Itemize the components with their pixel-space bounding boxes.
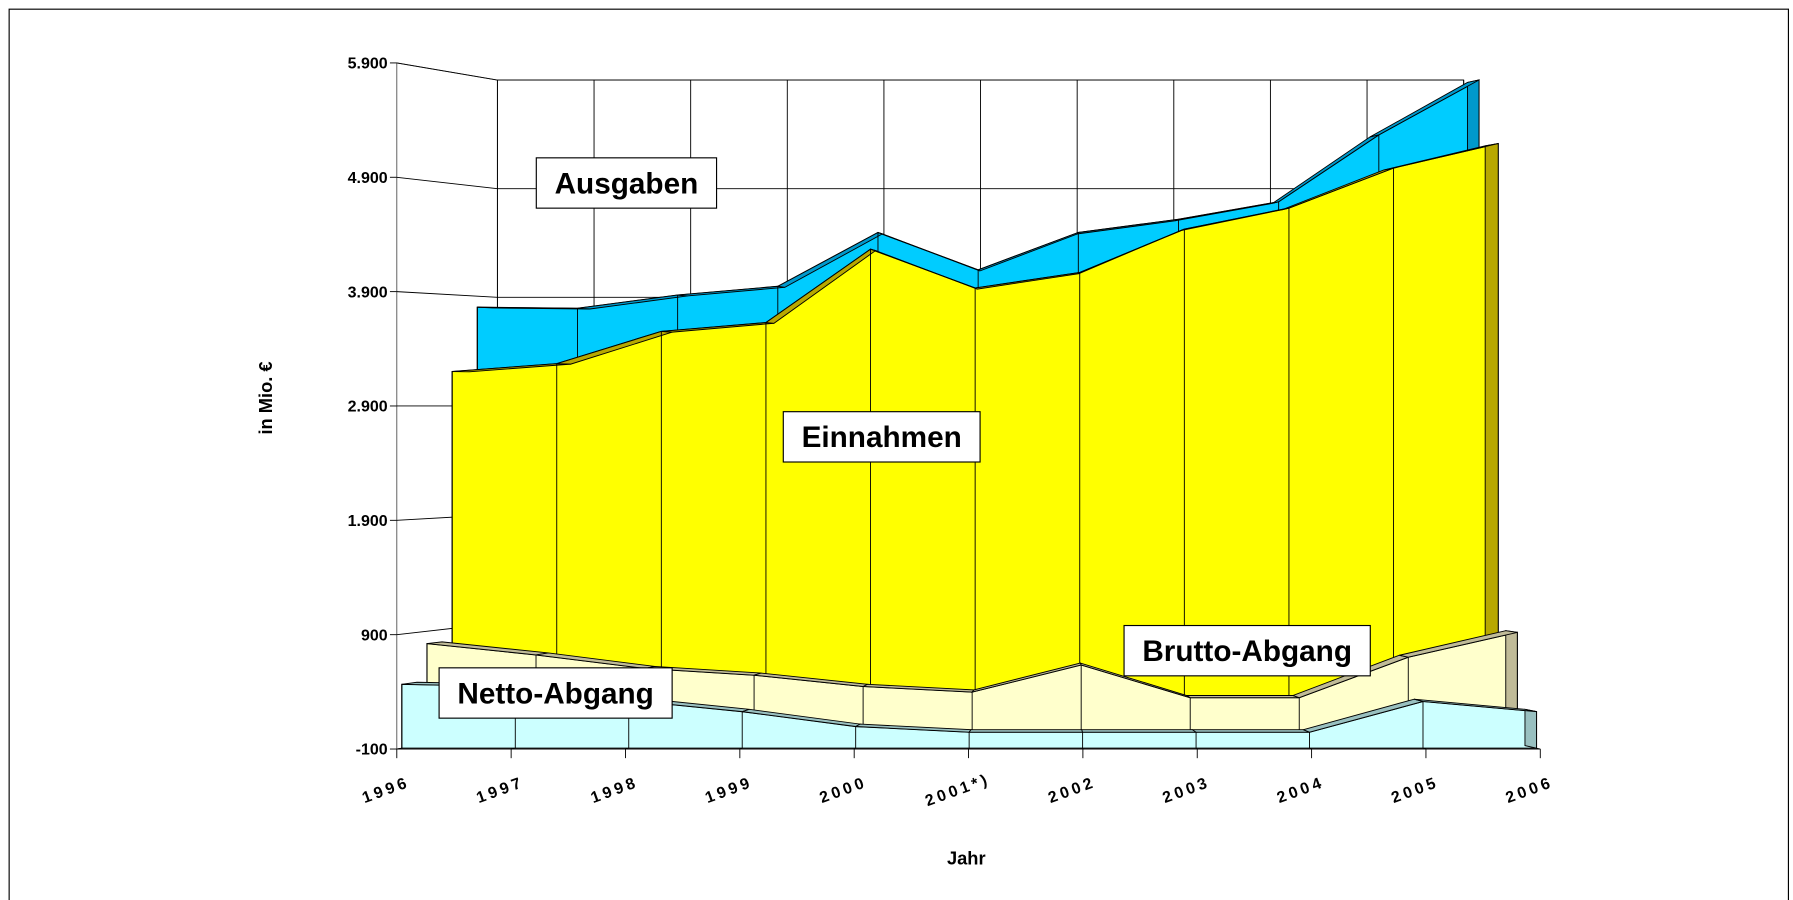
- area-top: [1414, 698, 1537, 713]
- legend-label: Netto-Abgang: [457, 677, 653, 710]
- x-tick-label: 2005: [1389, 774, 1441, 807]
- area-top: [1399, 630, 1518, 658]
- x-tick-label: 1999: [703, 774, 755, 807]
- x-axis-label: Jahr: [947, 848, 986, 869]
- y-tick-label: 2.900: [348, 399, 388, 416]
- x-tick-label: 1996: [360, 774, 412, 807]
- area-end: [1524, 708, 1537, 749]
- x-tick-label: 2002: [1046, 774, 1098, 807]
- legend-item: Brutto-Abgang: [1123, 624, 1371, 677]
- grid-line: [396, 176, 498, 190]
- legend-box: [535, 157, 718, 209]
- area-top: [1185, 695, 1300, 699]
- x-tick-label: 2000: [817, 774, 869, 807]
- x-tick-label: 2006: [1504, 774, 1556, 807]
- legend-item: Netto-Abgang: [438, 667, 673, 719]
- legend-item: Einnahmen: [782, 411, 981, 463]
- grid-line: [396, 291, 498, 298]
- y-tick-label: 3.900: [348, 284, 388, 301]
- legend-box: [782, 411, 981, 463]
- legend-label: Ausgaben: [555, 167, 699, 200]
- x-tick-label: 2001*): [923, 771, 992, 810]
- y-tick-label: -100: [356, 742, 388, 759]
- frame: [8, 8, 1789, 900]
- area-top: [1369, 79, 1480, 138]
- x-tick-label: 1998: [589, 774, 641, 807]
- legend-item: Ausgaben: [535, 157, 718, 209]
- area-top: [1191, 729, 1310, 733]
- legend-box: [438, 667, 673, 719]
- grid-line: [396, 62, 498, 81]
- area-top: [1383, 143, 1499, 171]
- y-tick-label: 900: [361, 627, 388, 644]
- y-tick-label: 1.900: [348, 513, 388, 530]
- x-tick-label: 1997: [474, 774, 526, 807]
- x-tick-label: 2004: [1275, 774, 1327, 807]
- y-axis-label: in Mio. €: [255, 361, 276, 434]
- legend-label: Brutto-Abgang: [1142, 635, 1352, 668]
- legend-box: [1123, 624, 1371, 677]
- x-tick-label: 2003: [1160, 774, 1212, 807]
- y-tick-label: 5.900: [348, 56, 388, 73]
- area-top: [1081, 729, 1198, 733]
- y-tick-label: 4.900: [348, 170, 388, 187]
- area-top: [968, 729, 1084, 733]
- legend-label: Einnahmen: [802, 421, 962, 454]
